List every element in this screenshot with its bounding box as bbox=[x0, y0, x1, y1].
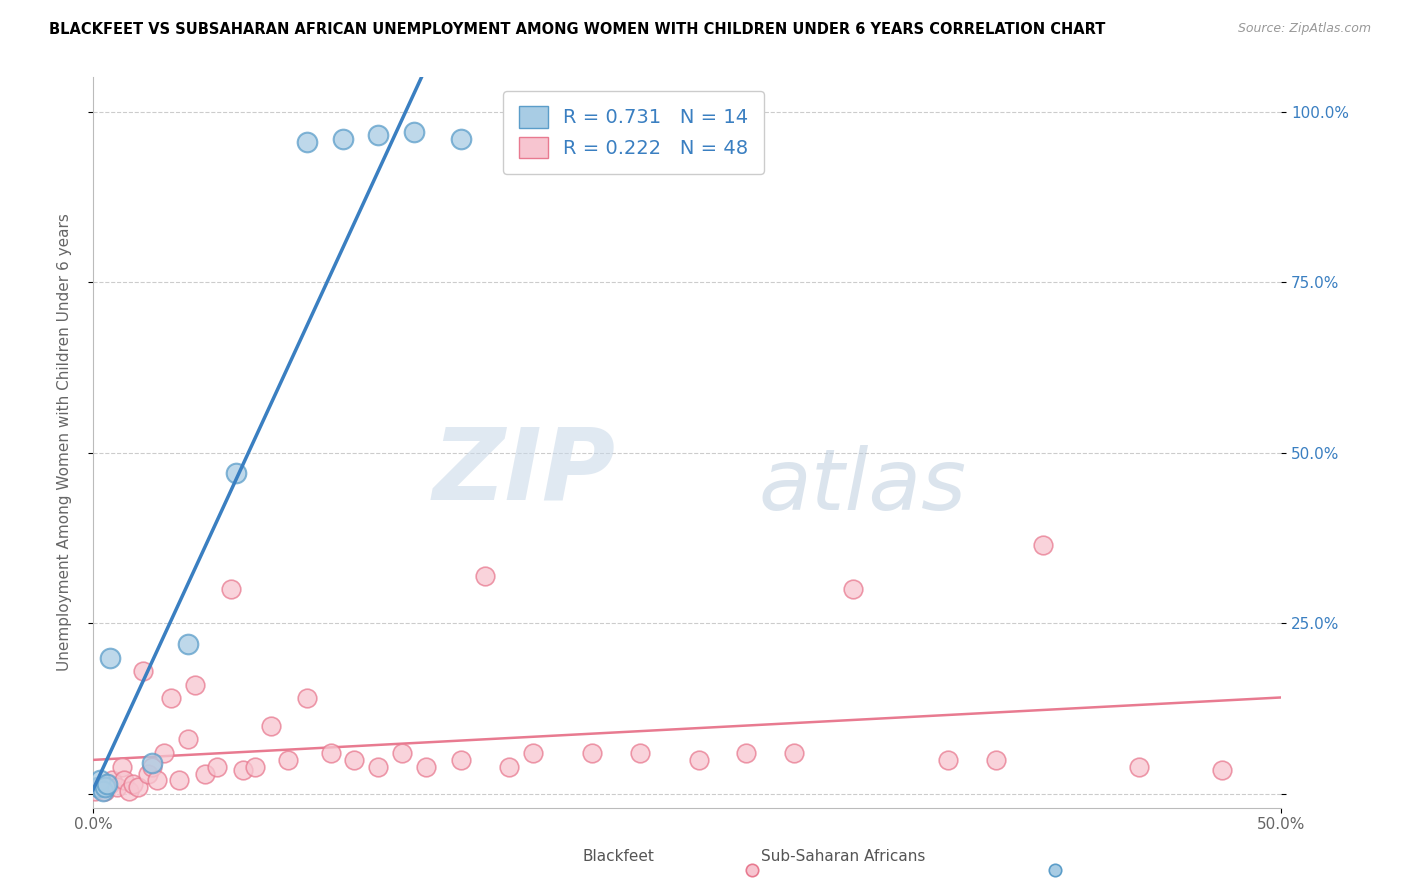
Point bbox=[87, 780, 110, 795]
Point bbox=[277, 753, 299, 767]
Point bbox=[295, 136, 318, 150]
Point bbox=[938, 753, 960, 767]
Point bbox=[160, 691, 183, 706]
Point bbox=[132, 664, 155, 678]
Point bbox=[127, 780, 149, 795]
Point bbox=[94, 783, 117, 797]
Point bbox=[89, 780, 111, 795]
Text: ZIP: ZIP bbox=[433, 424, 616, 520]
Point bbox=[153, 746, 176, 760]
Point bbox=[243, 760, 266, 774]
Point bbox=[735, 746, 758, 760]
Point bbox=[450, 753, 472, 767]
Point bbox=[474, 568, 496, 582]
Text: BLACKFEET VS SUBSAHARAN AFRICAN UNEMPLOYMENT AMONG WOMEN WITH CHILDREN UNDER 6 Y: BLACKFEET VS SUBSAHARAN AFRICAN UNEMPLOY… bbox=[49, 22, 1105, 37]
Text: Source: ZipAtlas.com: Source: ZipAtlas.com bbox=[1237, 22, 1371, 36]
Point bbox=[118, 783, 141, 797]
Point bbox=[184, 678, 207, 692]
Point bbox=[122, 777, 145, 791]
Point bbox=[94, 780, 117, 795]
Point bbox=[367, 760, 389, 774]
Point bbox=[581, 746, 603, 760]
Point bbox=[260, 719, 283, 733]
Point bbox=[205, 760, 228, 774]
Point bbox=[450, 132, 472, 146]
Point bbox=[688, 753, 710, 767]
Point bbox=[1032, 538, 1054, 552]
Point bbox=[402, 125, 425, 139]
Point bbox=[177, 732, 200, 747]
Legend: R = 0.731   N = 14, R = 0.222   N = 48: R = 0.731 N = 14, R = 0.222 N = 48 bbox=[503, 91, 763, 174]
Point bbox=[219, 582, 242, 597]
Point bbox=[498, 760, 520, 774]
Point bbox=[1045, 863, 1067, 877]
Point bbox=[225, 467, 247, 481]
Point bbox=[194, 766, 217, 780]
Point bbox=[367, 128, 389, 143]
Point bbox=[984, 753, 1007, 767]
Point bbox=[167, 773, 190, 788]
Text: Blackfeet: Blackfeet bbox=[582, 849, 655, 863]
Point bbox=[177, 637, 200, 651]
Point bbox=[522, 746, 544, 760]
Point bbox=[98, 650, 121, 665]
Point bbox=[232, 763, 254, 777]
Point bbox=[628, 746, 651, 760]
Point bbox=[105, 780, 128, 795]
Point bbox=[91, 783, 114, 797]
Point bbox=[319, 746, 342, 760]
Point bbox=[343, 753, 366, 767]
Point bbox=[89, 773, 111, 788]
Point bbox=[842, 582, 865, 597]
Point bbox=[1211, 763, 1233, 777]
Point bbox=[332, 132, 354, 146]
Point bbox=[146, 773, 169, 788]
Point bbox=[101, 773, 124, 788]
Point bbox=[141, 756, 163, 771]
Point bbox=[112, 773, 135, 788]
Text: atlas: atlas bbox=[758, 445, 966, 528]
Point bbox=[295, 691, 318, 706]
Point bbox=[1128, 760, 1150, 774]
Point bbox=[741, 863, 763, 877]
Point bbox=[141, 760, 163, 774]
Point bbox=[783, 746, 806, 760]
Point bbox=[136, 766, 159, 780]
Point bbox=[84, 783, 107, 797]
Point bbox=[98, 777, 121, 791]
Point bbox=[96, 777, 118, 791]
Text: Sub-Saharan Africans: Sub-Saharan Africans bbox=[762, 849, 925, 863]
Point bbox=[391, 746, 413, 760]
Y-axis label: Unemployment Among Women with Children Under 6 years: Unemployment Among Women with Children U… bbox=[58, 213, 72, 672]
Point bbox=[110, 760, 132, 774]
Point bbox=[415, 760, 437, 774]
